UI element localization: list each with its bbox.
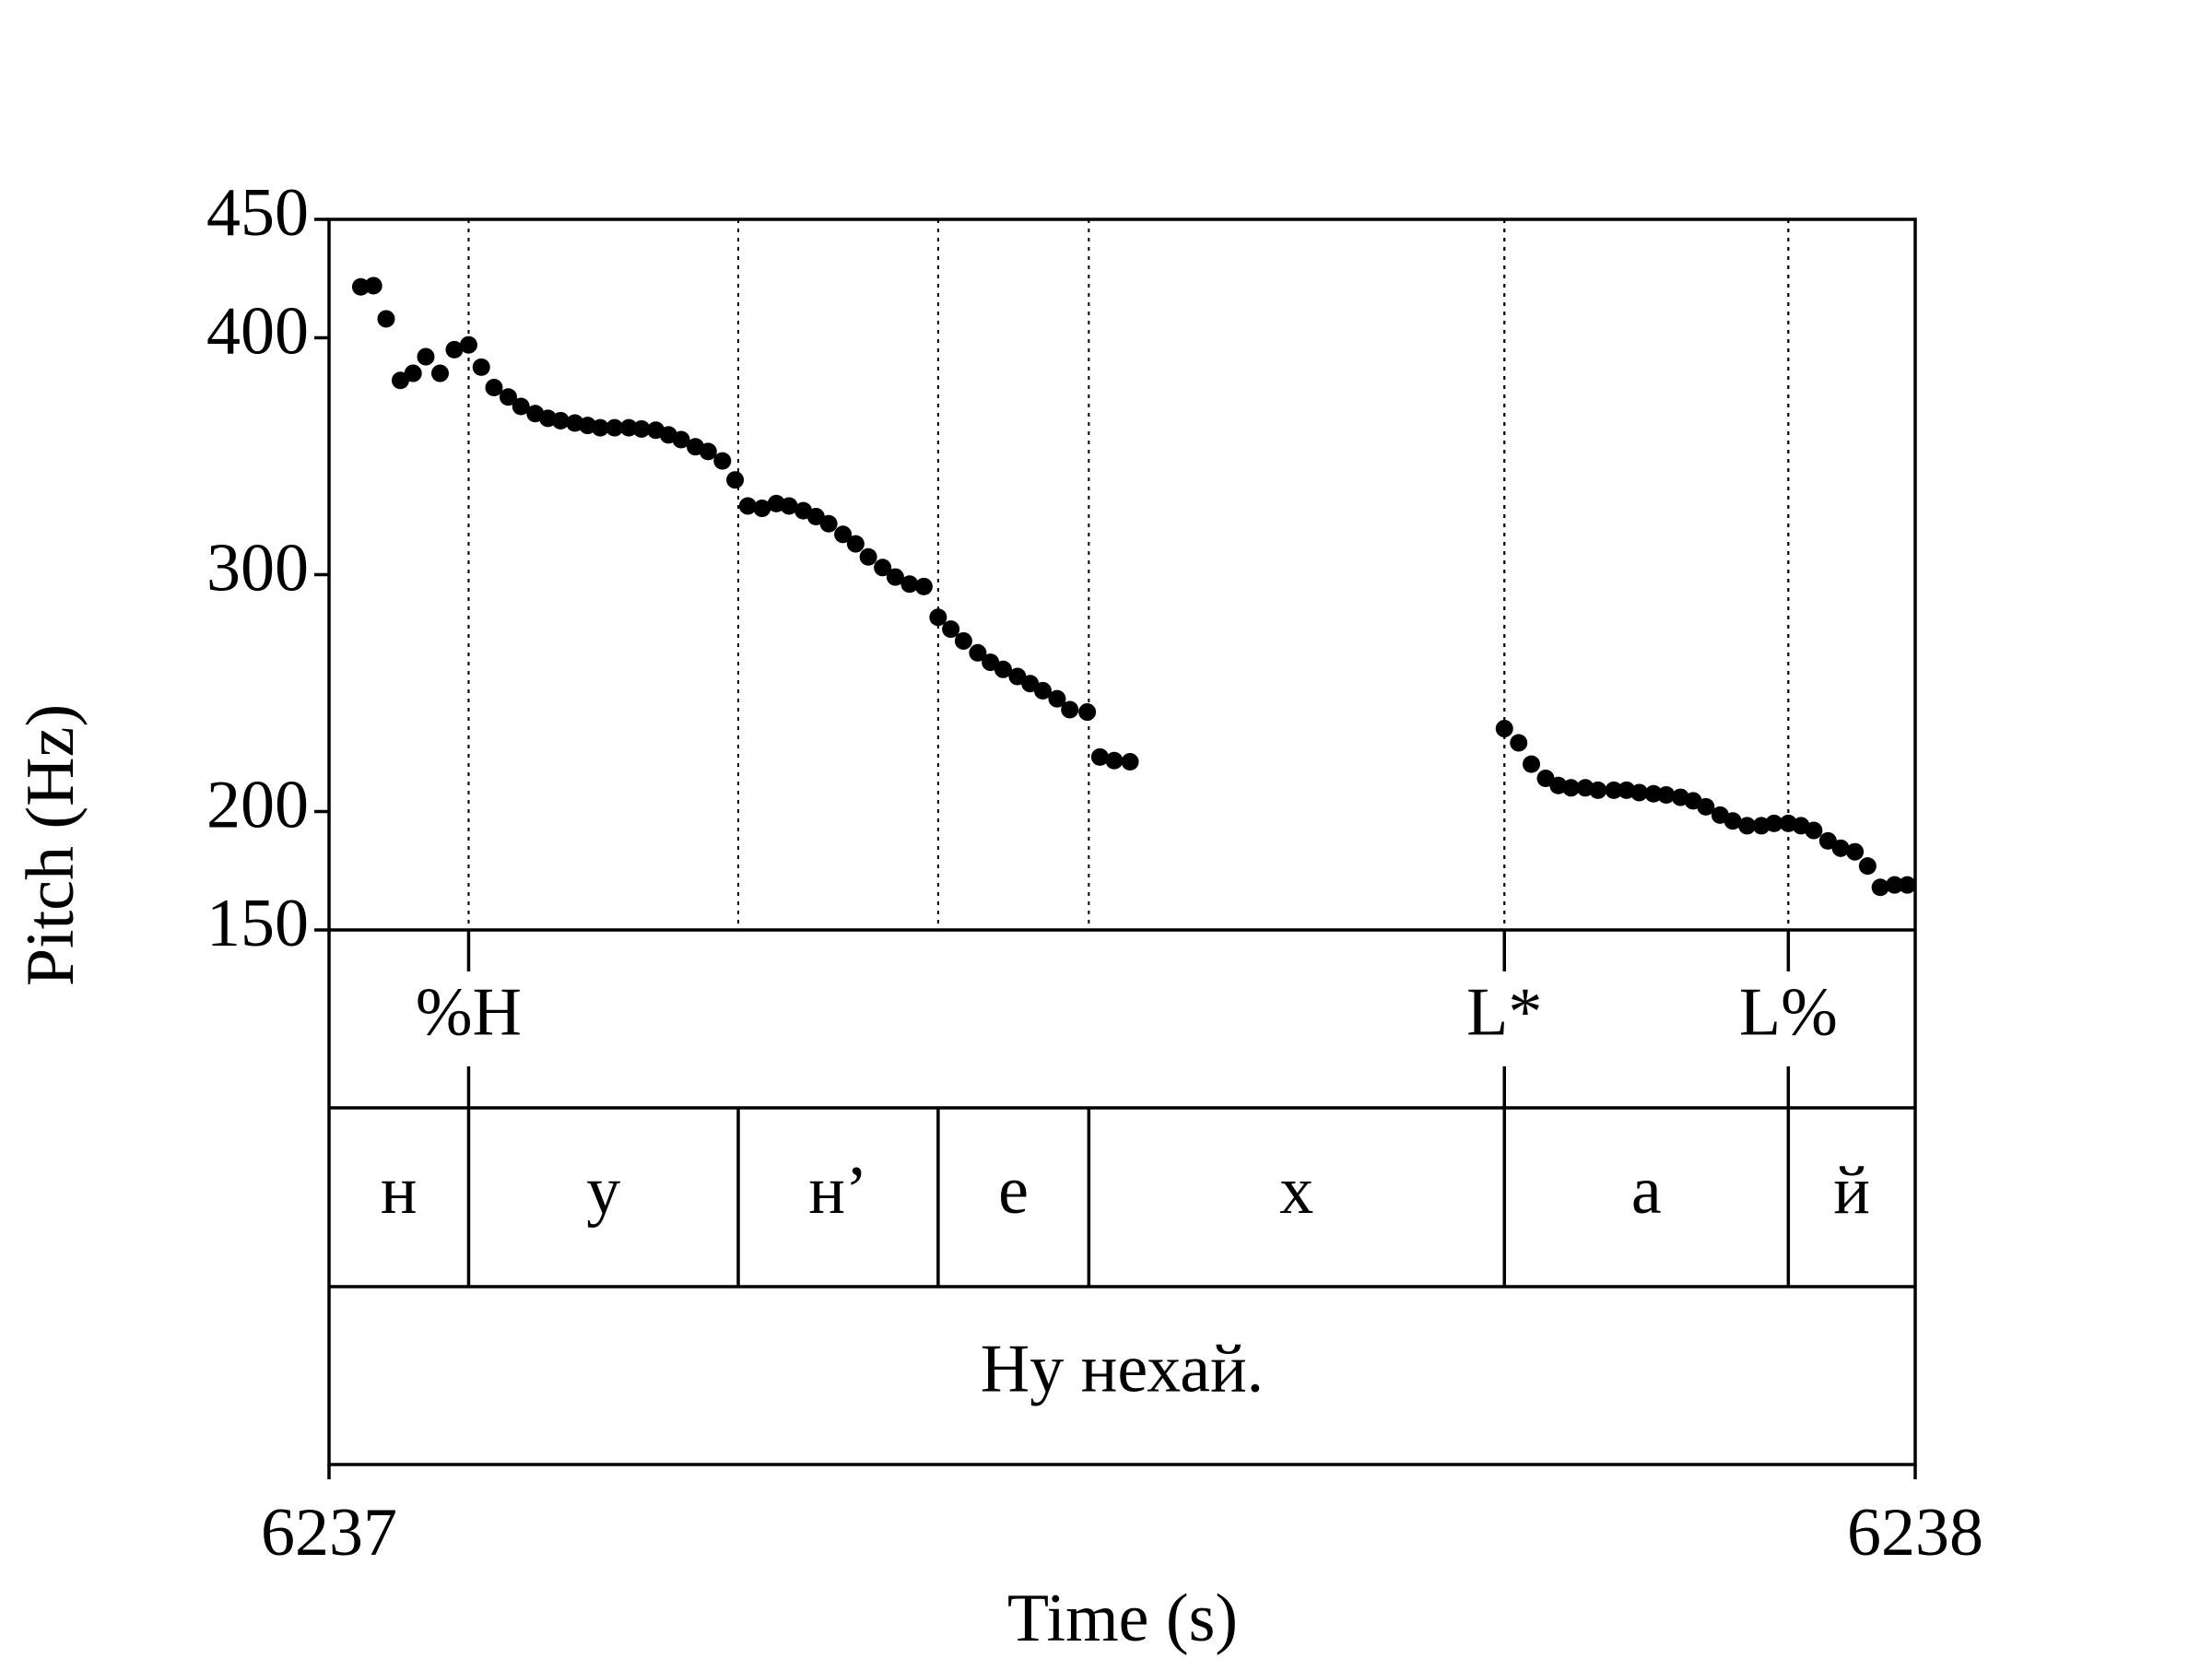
pitch-point [1523,755,1541,773]
interval-label: у [586,1153,620,1229]
pitch-point [512,397,530,416]
pitch-point [713,452,732,470]
y-axis-label: Pitch (Hz) [13,704,88,986]
pitch-point [351,277,370,296]
pitch-point [551,411,570,429]
pitch-point [1697,797,1715,816]
pitch-point [472,358,490,376]
pitch-point [485,378,503,396]
interval-label: й [1833,1153,1870,1229]
x-tick-label: 6237 [261,1495,397,1571]
pitch-point [1061,700,1079,719]
pitch-point [846,535,865,553]
pitch-point [430,364,449,382]
pitch-point [819,514,838,533]
pitch-point [1765,814,1783,832]
y-tick-label: 200 [206,767,309,842]
pitch-point [499,388,517,406]
pitch-point [619,418,638,437]
pitch-point [404,364,422,382]
pitch-point [1724,812,1742,830]
pitch-point [859,547,877,566]
x-tick-label: 6238 [1847,1495,1983,1571]
pitch-point [1738,817,1757,835]
pitch-point [445,340,464,359]
interval-label: а [1631,1153,1662,1229]
pitch-point [1105,751,1124,770]
pitch-point [726,471,745,489]
interval-label: н [381,1153,418,1229]
pitch-point [459,335,477,354]
pitch-point [1495,720,1513,738]
y-tick-label: 400 [206,293,309,369]
pitch-point [1090,747,1109,766]
pitch-point [1831,839,1850,857]
pitch-point [1805,821,1823,840]
pitch-point [1886,876,1904,894]
pitch-point [632,419,651,438]
pitch-point [1630,783,1649,802]
pitch-point [606,418,624,437]
tone-label: L* [1466,974,1542,1050]
interval-label: х [1279,1153,1313,1229]
pitch-point [1048,689,1066,708]
plot-frame [327,218,1917,1466]
x-axis-label: Time (s) [1007,1581,1238,1656]
pitch-point [1846,842,1865,861]
pitch-point [417,347,435,366]
pitch-point [1033,681,1052,700]
pitch-point [1871,878,1889,897]
pitch-point [1644,784,1663,803]
pitch-point [1818,831,1837,850]
interval-label: е [998,1153,1029,1229]
pitch-point [1510,734,1528,752]
pitch-point [886,568,904,586]
y-tick-label: 150 [206,886,309,961]
pitch-point [1562,779,1581,797]
pitch-point [914,577,933,595]
pitch-point [364,276,382,295]
pitch-point [834,525,853,544]
pitch-point [738,497,757,515]
y-tick-label: 450 [206,175,309,251]
pitch-point [377,310,395,328]
interval-label: Ну нехай. [981,1331,1264,1406]
pitch-point [1657,786,1676,805]
pitch-point [954,631,972,650]
pitch-point [753,500,771,518]
pitch-point [969,643,987,662]
pitch-point [1589,781,1607,799]
pitch-point [591,418,609,437]
pitch-point [994,660,1012,678]
pitch-point [900,575,919,594]
pitch-point [780,497,798,515]
pitch-point [1858,857,1877,876]
pitch-point [1605,781,1623,799]
pitch-point [1078,703,1097,722]
interval-label: н’ [808,1153,867,1229]
pitch-point [874,559,892,577]
pitch-point [699,442,717,461]
pitch-point [1121,753,1139,771]
pitch-point [929,608,947,627]
tone-label: L% [1739,974,1838,1050]
pitch-point [942,620,960,639]
tone-label: %H [416,974,522,1050]
pitch-point [672,430,690,449]
y-tick-label: 300 [206,530,309,606]
pitch-point [1898,876,1916,894]
